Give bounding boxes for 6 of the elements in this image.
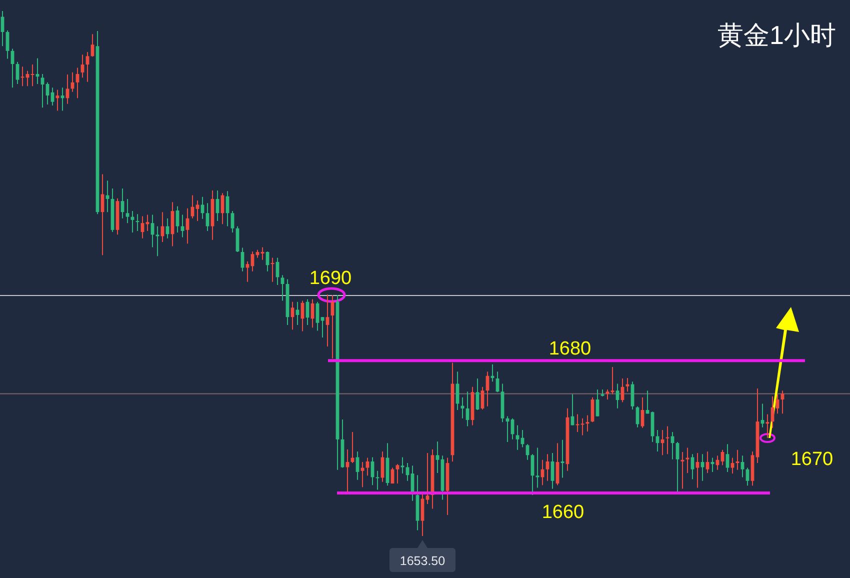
annotation: 1680 [548, 338, 592, 360]
text: 1653.50 [400, 554, 446, 568]
annotation: 1660 [542, 502, 584, 523]
chart-title: 黄金1小时 [718, 20, 836, 50]
text: 1670 [790, 449, 834, 470]
annotation: 1690 [309, 268, 352, 290]
